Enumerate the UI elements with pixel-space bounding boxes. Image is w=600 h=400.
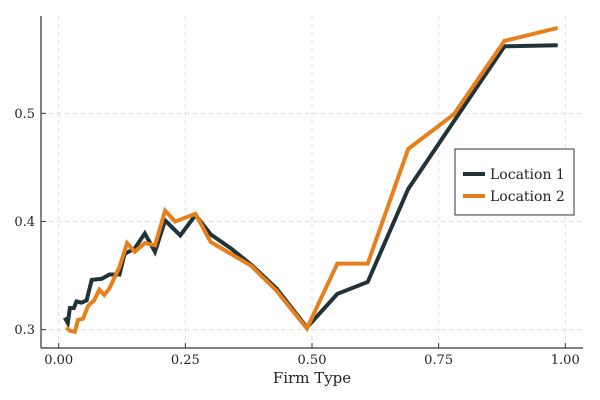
- x-tick-label: 1.00: [551, 353, 580, 368]
- y-tick-label: 0.5: [14, 107, 35, 122]
- series-lines: [63, 25, 559, 335]
- y-tick-label: 0.3: [14, 323, 35, 338]
- x-tick-label: 0.50: [298, 353, 327, 368]
- y-ticks: 0.3 0.4 0.5: [14, 107, 46, 338]
- x-axis-label: Firm Type: [273, 369, 351, 387]
- legend-box: [454, 148, 575, 216]
- legend-label-location-2: Location 2: [490, 189, 565, 205]
- x-ticks: 0.00 0.25 0.50 0.75 1.00: [44, 343, 580, 368]
- x-tick-label: 0.00: [44, 353, 73, 368]
- legend-label-location-1: Location 1: [490, 167, 565, 183]
- x-tick-label: 0.75: [424, 353, 453, 368]
- series-line-location-2: [64, 25, 559, 335]
- x-tick-label: 0.25: [171, 353, 200, 368]
- y-grid: [41, 112, 583, 331]
- legend: Location 1 Location 2: [454, 148, 575, 216]
- y-tick-label: 0.4: [14, 215, 35, 230]
